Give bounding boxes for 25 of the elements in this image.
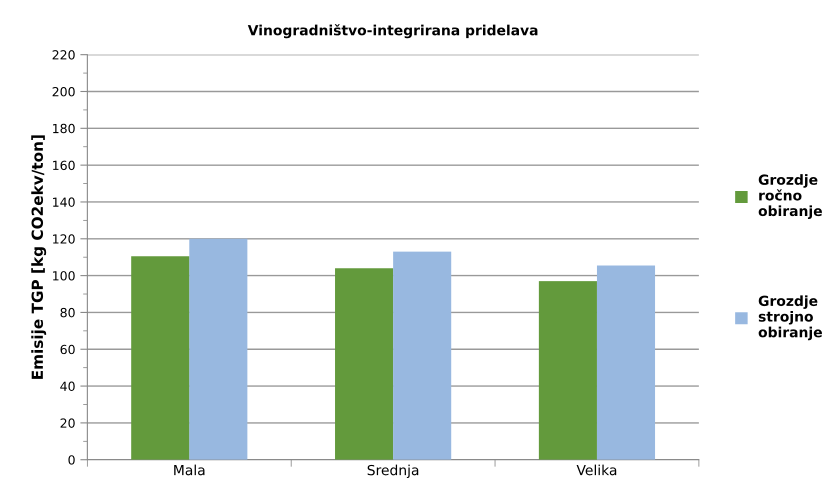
y-tick-label: 0 <box>68 455 75 465</box>
bar <box>538 281 597 460</box>
y-tick-label: 60 <box>60 344 75 354</box>
bar <box>131 256 190 460</box>
y-tick-label: 200 <box>52 86 75 96</box>
y-tick-label: 180 <box>53 124 75 134</box>
bar <box>335 268 394 460</box>
x-tick-label: Srednja <box>368 464 418 478</box>
chart-title: Vinogradništvo-integrirana pridelava <box>248 24 538 38</box>
legend-label: Grozdje ročno obiranje <box>758 174 822 219</box>
bar <box>189 238 248 460</box>
y-tick-label: 20 <box>60 418 75 428</box>
y-tick-label: 80 <box>60 308 75 318</box>
y-tick-label: 40 <box>60 382 75 392</box>
y-axis-title: Emisije TGP [kg CO2ekv/ton] <box>31 135 46 379</box>
y-tick-label: 100 <box>53 271 75 281</box>
x-tick-label: Velika <box>576 464 616 476</box>
bar <box>596 265 656 460</box>
y-tick-label: 160 <box>53 160 75 170</box>
y-tick-label: 220 <box>52 50 75 60</box>
legend-label: Grozdje strojno obiranje <box>758 295 822 340</box>
x-tick-label: Mala <box>174 464 204 476</box>
y-tick-label: 140 <box>53 197 75 207</box>
y-tick-label: 120 <box>53 234 75 244</box>
bar <box>393 252 452 460</box>
